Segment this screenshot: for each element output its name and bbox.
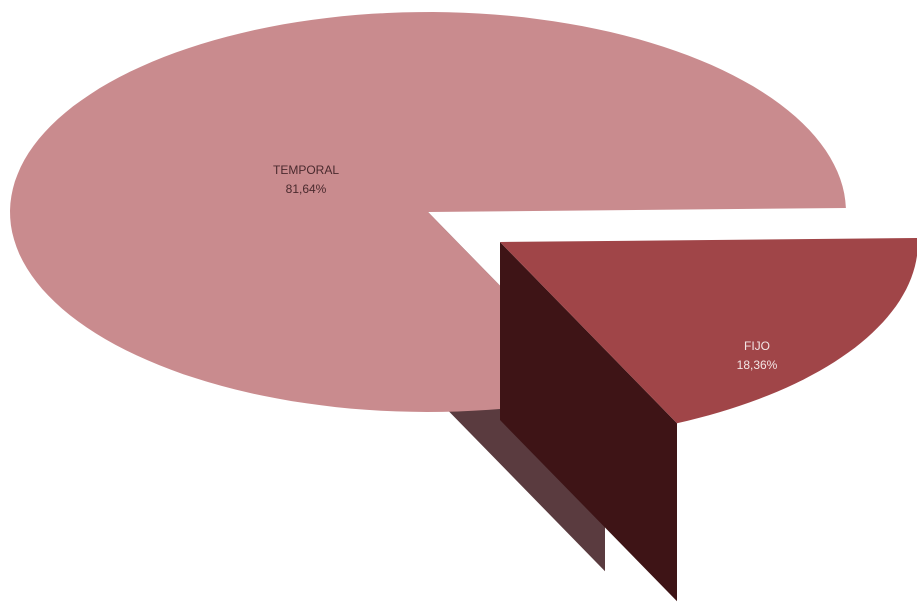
slice-fijo-cut	[500, 242, 677, 602]
slice-temporal-label: TEMPORAL	[273, 163, 339, 177]
slice-temporal-top	[10, 12, 846, 412]
slice-fijo-label: FIJO	[744, 339, 770, 353]
slice-fijo-value: 18,36%	[737, 358, 778, 372]
slice-fijo: FIJO 18,36%	[500, 238, 917, 602]
slice-temporal-value: 81,64%	[286, 182, 327, 196]
slice-fijo-top	[500, 238, 917, 424]
